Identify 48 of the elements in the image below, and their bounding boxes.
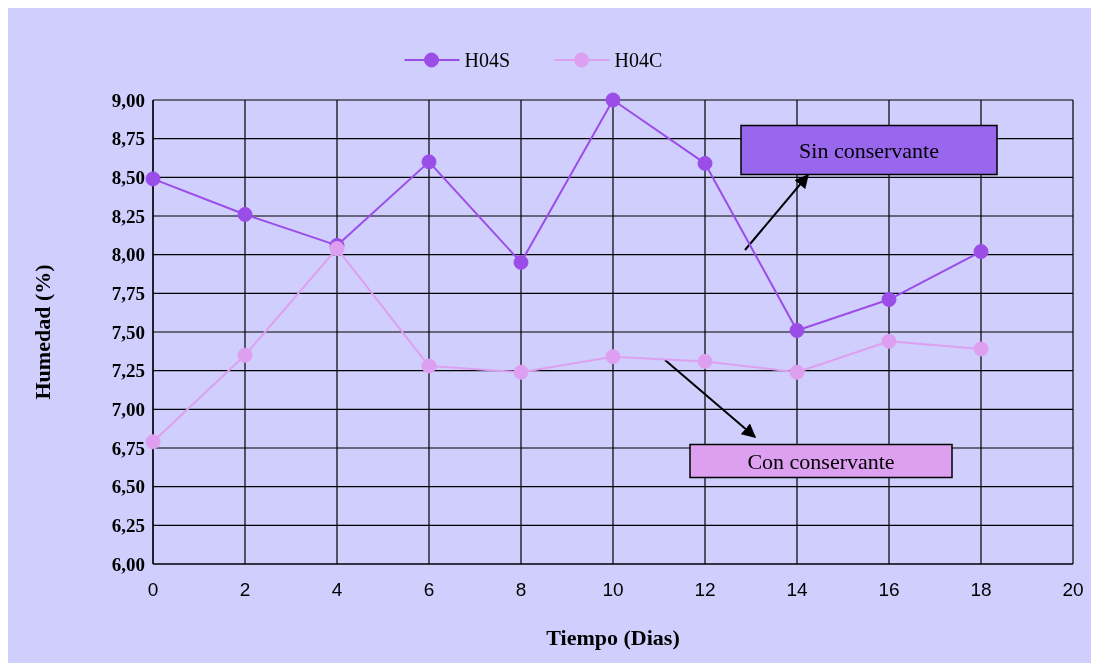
x-axis-title: Tiempo (Dias) bbox=[546, 625, 680, 650]
y-tick-label: 7,75 bbox=[111, 282, 145, 304]
x-tick-label: 6 bbox=[423, 579, 435, 600]
point bbox=[421, 358, 437, 374]
annotation: Sin conservante bbox=[799, 137, 939, 163]
y-tick-label: 6,75 bbox=[111, 437, 145, 459]
x-tick-label: 14 bbox=[786, 579, 808, 600]
point bbox=[513, 364, 529, 380]
point bbox=[973, 341, 989, 357]
annotation: Con conservante bbox=[747, 448, 895, 474]
point bbox=[973, 244, 989, 260]
x-tick-label: 18 bbox=[970, 579, 992, 600]
y-tick-label: 7,50 bbox=[111, 321, 145, 343]
y-tick-label: 6,50 bbox=[111, 476, 145, 498]
x-tick-label: 2 bbox=[239, 579, 251, 600]
point bbox=[605, 92, 621, 108]
y-tick-label: 7,00 bbox=[111, 398, 145, 420]
point bbox=[237, 347, 253, 363]
x-tick-label: 8 bbox=[515, 579, 527, 600]
point bbox=[697, 155, 713, 171]
point bbox=[605, 349, 621, 365]
point bbox=[421, 154, 437, 170]
x-tick-label: 0 bbox=[147, 579, 159, 600]
x-tick-label: 16 bbox=[878, 579, 900, 600]
legend-label: H04S bbox=[464, 49, 511, 71]
point bbox=[789, 322, 805, 338]
y-tick-label: 8,00 bbox=[111, 244, 145, 266]
point bbox=[789, 364, 805, 380]
y-tick-label: 8,25 bbox=[111, 205, 145, 227]
point bbox=[145, 434, 161, 450]
point bbox=[513, 254, 529, 270]
y-tick-label: 8,75 bbox=[111, 128, 145, 150]
point bbox=[237, 206, 253, 222]
point bbox=[697, 353, 713, 369]
legend-label: H04C bbox=[614, 49, 663, 71]
y-tick-label: 8,50 bbox=[111, 166, 145, 188]
point bbox=[881, 292, 897, 308]
x-tick-label: 10 bbox=[602, 579, 624, 600]
y-tick-label: 9,00 bbox=[111, 89, 145, 111]
y-tick-label: 7,25 bbox=[111, 360, 145, 382]
y-axis-title: Humedad (%) bbox=[30, 264, 55, 400]
x-tick-label: 20 bbox=[1062, 579, 1084, 600]
x-tick-label: 12 bbox=[694, 579, 716, 600]
point bbox=[881, 333, 897, 349]
y-tick-label: 6,25 bbox=[111, 514, 145, 536]
y-tick-label: 6,00 bbox=[111, 553, 145, 575]
x-tick-label: 4 bbox=[331, 579, 343, 600]
point bbox=[145, 171, 161, 187]
